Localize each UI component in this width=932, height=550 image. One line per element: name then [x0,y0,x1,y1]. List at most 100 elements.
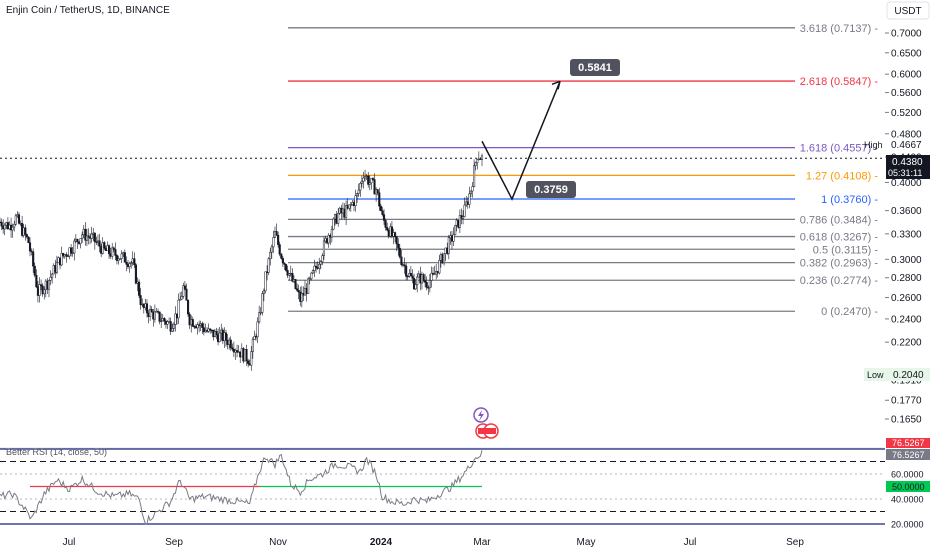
candle-body [125,262,128,265]
candle-body [480,155,484,160]
candle-body [47,280,51,290]
candle-body [65,254,68,257]
rsi-value-red: 76.5267 [892,438,925,448]
candle-body [224,332,228,341]
fib-level-label: 2.618 (0.5847) - [800,76,879,88]
candle-body [458,215,461,228]
candle-body [357,189,360,194]
candle-body [149,309,152,317]
candle-body [76,238,79,243]
candle-body [270,246,273,253]
rsi-tick-label: 20.0000 [891,520,924,530]
candle-body [364,176,367,179]
candle-body [95,241,98,243]
candle-body [332,218,335,230]
candle-body [166,321,169,325]
projection-line[interactable] [481,81,561,201]
candle-body [71,252,74,254]
time-tick-label: Nov [269,537,287,548]
candle-body [120,253,123,259]
candle-body [231,347,234,350]
candle-body [114,249,117,256]
candle-body [245,349,248,362]
candle-body [471,186,474,192]
price-tick-label: 0.6500 [891,48,922,59]
currency-button[interactable] [886,1,930,20]
rsi-value-gray: 76.5267 [892,450,925,460]
candle-body [115,255,118,261]
event-icons[interactable] [473,407,499,439]
time-tick-label: May [577,537,596,548]
low-label: Low [867,370,884,380]
candle-body [145,303,149,314]
fibonacci-extension[interactable]: 3.618 (0.7137) - 2.618 (0.5847) - 1.618 (0… [288,23,878,318]
candle-body [284,264,288,271]
flag-stripe-icon [478,428,488,434]
low-value: 0.2040 [893,370,924,381]
candle-body [153,311,156,320]
price-tick-label: 0.3000 [891,255,922,266]
candle-body [322,240,326,256]
candle-body [3,224,6,230]
candle-body [454,224,457,236]
candle-body [367,175,370,185]
candle-body [38,284,41,296]
price-tick-label: 0.3300 [891,229,922,240]
candle-body [291,272,294,282]
candle-body [356,193,359,197]
candle-body [134,264,137,284]
candle-body [139,295,142,305]
candle-body [259,312,262,314]
candle-body [378,192,381,207]
candle-body [185,288,188,301]
arrow-head-icon [551,80,561,90]
candle-body [281,258,284,264]
candle-body [160,320,163,323]
candle-body [360,180,363,184]
price-tick-label: 0.7000 [891,29,922,40]
rsi-pane [0,448,885,525]
candle-body [0,221,3,227]
candle-body [179,298,182,301]
candle-body [318,264,321,269]
candle-body [321,255,324,262]
rsi-value-badge-red [886,438,930,448]
candle-body [283,262,286,265]
candle-body [422,274,425,281]
candle-body [373,179,376,195]
callout-box[interactable] [570,59,620,76]
candle-body [187,300,190,315]
price-tick-label: 0.2600 [891,293,922,304]
candle-body [308,278,311,280]
price-tick-label: 0.4000 [891,178,922,189]
candle-body [98,240,101,247]
candle-body [397,243,400,249]
candle-body [133,258,136,266]
candle-body [60,253,63,266]
candle-body [425,282,428,288]
fib-level-label: 0.382 (0.2963) - [800,258,879,270]
candle-body [66,255,70,258]
candle-body [267,258,270,273]
high-value: 0.4667 [891,140,922,151]
time-axis[interactable]: Jul Sep Nov 2024 Mar May Jul Sep [63,537,805,548]
callout-box[interactable] [526,181,576,198]
candle-body [27,236,30,243]
fib-level-label: 3.618 (0.7137) - [800,23,879,35]
candle-body [428,280,431,289]
fib-level-label: 0 (0.2470) - [821,306,878,318]
candle-body [79,238,82,244]
candle-body [215,331,218,336]
time-tick-label: Jul [63,537,76,548]
rsi-line [0,450,483,525]
candlestick-series [0,151,484,371]
candle-body [209,328,212,331]
projection-path[interactable]: 0.5841 0.3759 [481,59,620,201]
candle-body [174,313,177,325]
candle-body [51,273,54,278]
candle-body [11,226,14,231]
candle-body [172,324,175,329]
rsi-title: Better RSI (14, close, 50) [6,447,107,457]
callout-value: 0.3759 [534,184,568,196]
